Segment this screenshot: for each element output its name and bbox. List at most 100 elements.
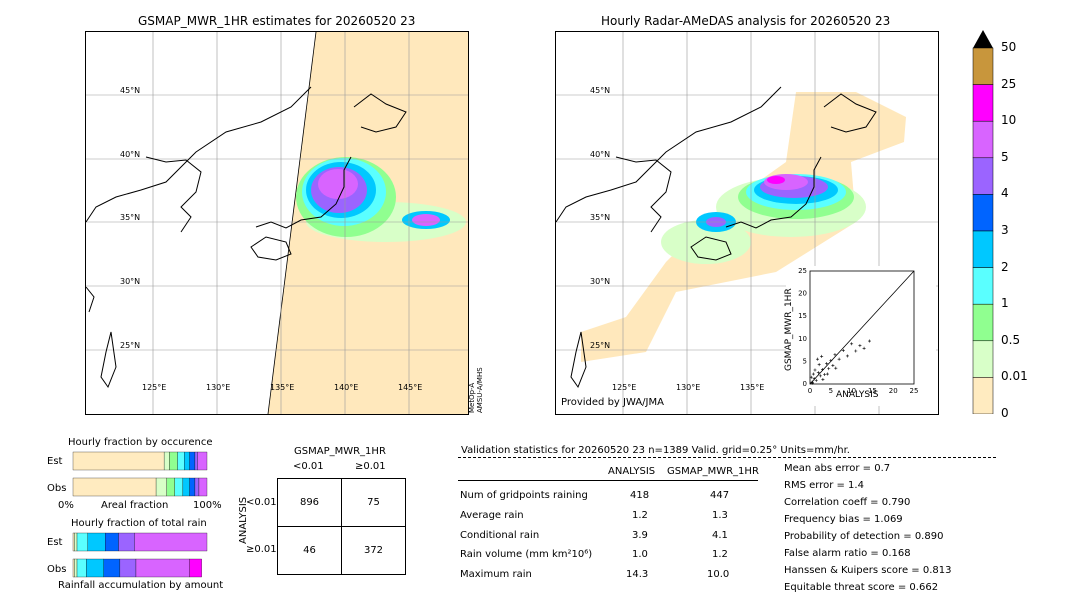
total-rain-title: Hourly fraction of total rain — [71, 518, 207, 529]
stacked-bar-segment — [74, 558, 78, 578]
colorbar-svg — [972, 30, 994, 415]
colorbar-segment — [972, 303, 994, 342]
scatter-inset: 0 0 5 5 10 10 15 15 20 20 25 25 GSMAP_MWR_1HR ANALY… — [784, 266, 936, 406]
scatter-point — [850, 342, 854, 346]
left-map-title: GSMAP_MWR_1HR estimates for 20260520 23 — [138, 14, 416, 28]
score-rms: RMS error = 1.4 — [784, 480, 864, 491]
colorbar-segment — [972, 157, 994, 195]
total-rain-bars — [72, 532, 208, 578]
colorbar-tick-label: 0.01 — [1001, 369, 1028, 384]
score-ets: Equitable threat score = 0.662 — [784, 582, 939, 593]
row-gsmap: 10.0 — [707, 569, 730, 580]
colorbar — [972, 30, 994, 415]
scatter-xtick: 10 — [847, 387, 856, 395]
stacked-bar-segment — [72, 477, 157, 497]
left-lat-25: 25°N — [120, 341, 141, 350]
right-lat-35: 35°N — [590, 213, 611, 222]
scatter-xtick: 15 — [868, 387, 877, 395]
provider-label: Provided by JWA/JMA — [561, 397, 664, 408]
scatter-point — [825, 362, 829, 366]
colorbar-segment — [972, 120, 994, 159]
row-analysis: 1.2 — [632, 510, 648, 521]
scatter-xtick: 25 — [910, 387, 919, 395]
left-map: 45°N 40°N 35°N 30°N 25°N 125°E 130°E 135… — [85, 31, 469, 415]
stacked-bar-segment — [194, 451, 198, 471]
scatter-point — [858, 344, 862, 348]
scatter-ylabel: GSMAP_MWR_1HR — [784, 288, 794, 371]
colorbar-segment — [972, 47, 994, 85]
contingency-table: 896 75 46 372 — [277, 478, 406, 575]
right-lon-135: 135°E — [740, 383, 765, 392]
stacked-bar-segment — [169, 451, 178, 471]
scatter-ytick: 0 — [803, 380, 807, 388]
contingency-col1: <0.01 — [293, 461, 324, 472]
stacked-bar-segment — [76, 558, 87, 578]
validation-header: Validation statistics for 20260520 23 n=… — [461, 445, 850, 456]
validation-col-gsmap: GSMAP_MWR_1HR — [667, 466, 759, 477]
occurrence-axis-right: 100% — [193, 500, 222, 511]
validation-dashed-rule — [458, 457, 996, 458]
stacked-bar-segment — [182, 477, 190, 497]
satellite-note-line2: AMSU-A/MHS — [476, 367, 484, 413]
score-pod: Probability of detection = 0.890 — [784, 531, 944, 542]
scatter-ytick: 15 — [798, 312, 807, 320]
scatter-point — [821, 377, 825, 381]
occurrence-axis-mid: Areal fraction — [101, 500, 169, 511]
stacked-bar-segment — [177, 451, 185, 471]
row-label: Average rain — [460, 510, 524, 521]
right-lat-45: 45°N — [590, 86, 611, 95]
scatter-diagonal — [809, 270, 915, 385]
stacked-bar-segment — [72, 451, 165, 471]
contingency-col2: ≥0.01 — [355, 461, 386, 472]
colorbar-tick-label: 1 — [1001, 296, 1009, 311]
scatter-point — [825, 372, 829, 376]
colorbar-tick-label: 3 — [1001, 223, 1009, 237]
scatter-xtick: 20 — [889, 387, 898, 395]
contingency-cell: 896 — [277, 478, 342, 527]
colorbar-segment — [972, 194, 994, 232]
stacked-bar-segment — [163, 451, 170, 471]
row-analysis: 418 — [630, 490, 650, 501]
right-map: 45°N 40°N 35°N 30°N 25°N 125°E 130°E 135… — [555, 31, 939, 415]
scatter-svg: 00 5 5 10 10 15 15 20 20 25 25 — [798, 267, 919, 395]
scatter-point — [854, 349, 858, 353]
stacked-bar-segment — [166, 477, 175, 497]
score-corr: Correlation coeff = 0.790 — [784, 497, 911, 508]
colorbar-tick-label: 2 — [1001, 259, 1009, 274]
scatter-point — [823, 373, 827, 377]
total-rain-axis-label: Rainfall accumulation by amount — [58, 580, 224, 591]
scatter-ytick: 20 — [798, 290, 807, 298]
right-map-title: Hourly Radar-AMeDAS analysis for 2026052… — [601, 14, 891, 28]
right-lon-130: 130°E — [676, 383, 701, 392]
row-analysis: 14.3 — [626, 569, 649, 580]
right-rain-field — [581, 92, 906, 362]
row-analysis: 1.0 — [632, 549, 648, 560]
scatter-xtick: 5 — [829, 387, 833, 395]
contingency-cell: 75 — [341, 478, 406, 527]
contingency-row1: <0.01 — [246, 497, 277, 508]
colorbar-tick-label: 5 — [1001, 149, 1009, 164]
scatter-ytick: 5 — [803, 357, 807, 365]
occurrence-title: Hourly fraction by occurence — [68, 437, 213, 448]
scatter-point — [833, 353, 837, 357]
scatter-point — [811, 372, 815, 376]
stacked-bar-segment — [118, 532, 135, 552]
stacked-bar-segment — [72, 558, 75, 578]
left-grid — [86, 32, 468, 414]
scatter-point — [813, 368, 817, 372]
colorbar-tick-label: 0.5 — [1001, 332, 1021, 347]
row-gsmap: 447 — [710, 490, 730, 501]
stacked-bar-segment — [189, 451, 196, 471]
left-coastline — [86, 86, 407, 389]
validation-rule — [458, 480, 758, 481]
right-lat-25: 25°N — [590, 341, 611, 350]
scatter-point — [841, 349, 845, 353]
stacked-bar-segment — [189, 558, 202, 578]
colorbar-segment — [972, 230, 994, 268]
colorbar-tick-label: 0 — [1001, 406, 1009, 420]
row-label: Conditional rain — [460, 530, 540, 541]
stacked-bar-segment — [103, 558, 121, 578]
satellite-note: MetOp-A AMSU-A/MHS — [468, 367, 484, 413]
left-lon-145: 145°E — [398, 383, 423, 392]
scatter-point — [862, 346, 866, 350]
